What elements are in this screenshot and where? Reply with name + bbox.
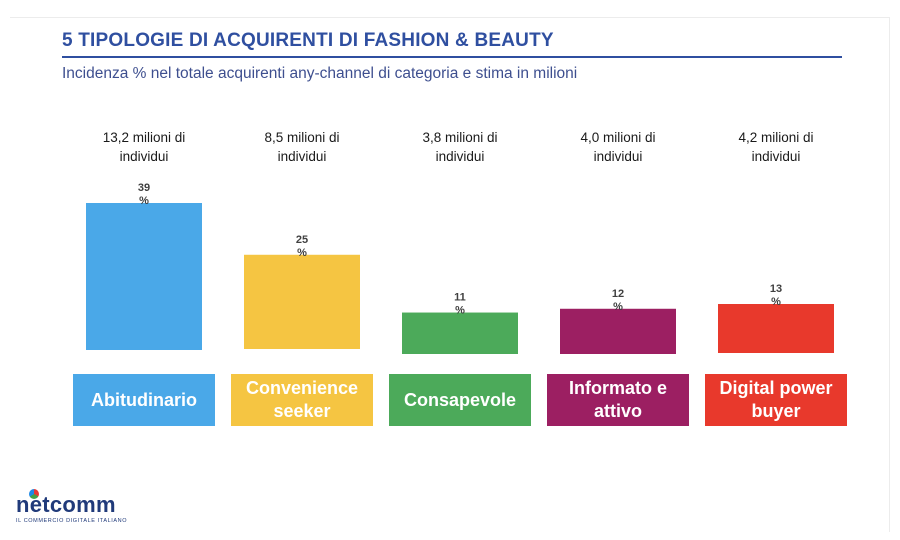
category-label-box: Abitudinario: [73, 374, 215, 426]
category-label-box: Consapevole: [389, 374, 531, 426]
value-label: 13%: [770, 283, 782, 308]
category-label: Informato e attivo: [568, 378, 667, 421]
logo-name: netcomm: [16, 492, 116, 517]
millions-label: 4,2 milioni di individui: [738, 130, 813, 164]
value-label: 39%: [138, 182, 150, 207]
category-label: Abitudinario: [91, 389, 197, 410]
bar-4: [560, 308, 676, 354]
slide-frame: [10, 17, 890, 532]
page-title: 5 TIPOLOGIE DI ACQUIRENTI DI FASHION & B…: [62, 30, 554, 51]
bar-2: [244, 254, 360, 349]
category-label: Consapevole: [403, 389, 517, 410]
value-label: 11%: [454, 292, 466, 317]
category-label-box: Convenience seeker: [231, 374, 373, 426]
logo-wordmark: netcomm: [16, 489, 127, 517]
bar-3: [402, 312, 518, 354]
category-label-box: Informato e attivo: [547, 374, 689, 426]
bar-5: [718, 304, 834, 353]
netcomm-logo: netcomm IL COMMERCIO DIGITALE ITALIANO: [16, 489, 128, 524]
millions-label: 13,2 milioni di individui: [103, 130, 186, 164]
bar-1: [86, 203, 202, 350]
category-label: Convenience seeker: [245, 378, 359, 421]
category-label: Digital power buyer: [719, 378, 833, 421]
millions-label: 3,8 milioni di individui: [422, 130, 497, 164]
value-label: 25%: [296, 234, 308, 259]
value-label: 12%: [612, 288, 624, 313]
category-label-box: Digital power buyer: [705, 374, 847, 426]
logo-dot-icon: [29, 489, 39, 499]
millions-label: 4,0 milioni di individui: [580, 130, 655, 164]
page-subtitle: Incidenza % nel totale acquirenti any-ch…: [62, 65, 578, 82]
logo-tagline: IL COMMERCIO DIGITALE ITALIANO: [16, 518, 128, 524]
millions-label: 8,5 milioni di individui: [264, 130, 339, 164]
title-divider: [62, 56, 842, 58]
